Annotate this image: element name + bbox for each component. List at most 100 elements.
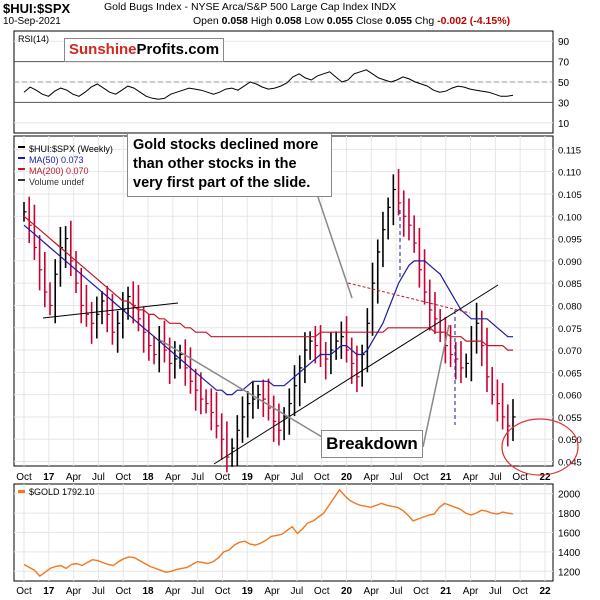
x-tick-label: 18 — [142, 472, 154, 483]
gold-x-tick-label: Oct — [314, 586, 330, 597]
x-tick-label: Oct — [215, 472, 231, 483]
gold-x-tick-label: Oct — [215, 586, 231, 597]
legend-entry: MA(200) 0.070 — [29, 166, 89, 176]
gold-tick-label: 1600 — [558, 529, 581, 540]
x-tick-label: Oct — [413, 472, 429, 483]
gold-line — [23, 488, 514, 578]
ma50-line — [23, 224, 513, 396]
main-tick-label: 0.045 — [558, 458, 582, 469]
logo-text-part2: Profits.com — [136, 41, 220, 58]
callout-annotation: Gold stocks declined more than other sto… — [127, 133, 332, 197]
breakdown-annotation: Breakdown — [321, 430, 423, 458]
legend-swatch — [18, 146, 25, 148]
main-tick-label: 0.090 — [558, 257, 582, 268]
main-tick-label: 0.070 — [558, 346, 582, 357]
gold-legend-swatch — [18, 490, 25, 493]
gold-x-tick-label: Oct — [16, 586, 32, 597]
gold-x-tick-label: Jul — [291, 586, 304, 597]
rsi-tick-label: 90 — [558, 37, 570, 48]
gold-x-tick-label: Oct — [413, 586, 429, 597]
pointer-line-breakdown-a — [159, 339, 328, 441]
x-tick-label: Oct — [314, 472, 330, 483]
gold-x-tick-label: Jul — [489, 586, 502, 597]
gold-panel: 1200 1400 1600 1800 2000 $GOLD 1792.10 — [14, 487, 581, 578]
annotation-lines — [42, 196, 579, 476]
rsi-tick-label: 10 — [558, 119, 570, 130]
x-tick-label: Oct — [16, 472, 32, 483]
chart-subtitle: Gold Bugs Index - NYSE Arca/S&P 500 Larg… — [104, 1, 397, 13]
gold-x-tick-label: 20 — [341, 586, 353, 597]
rsi-tick-label: 30 — [558, 98, 570, 109]
legend-entry: MA(50) 0.073 — [29, 155, 84, 165]
main-tick-label: 0.115 — [558, 145, 581, 156]
x-tick-label: Apr — [264, 472, 280, 483]
gold-x-tick-label: Jul — [390, 586, 403, 597]
gold-x-tick-label: 21 — [440, 586, 452, 597]
x-tick-label: Oct — [512, 472, 528, 483]
chart-date: 10-Sep-2021 — [3, 16, 61, 27]
main-tick-label: 0.095 — [558, 235, 582, 246]
pointer-line-breakdown-b — [422, 324, 450, 448]
pointer-line-callout — [317, 196, 353, 299]
x-tick-label: Apr — [463, 472, 479, 483]
gold-x-tick-label: Oct — [115, 586, 131, 597]
gold-x-tick-label: Apr — [66, 586, 82, 597]
low-value: 0.055 — [326, 15, 354, 27]
gold-tick-label: 2000 — [558, 490, 581, 501]
ma-crossover-line — [347, 282, 471, 314]
main-tick-label: 0.085 — [558, 279, 582, 290]
legend-entry: Volume undef — [29, 177, 85, 187]
ma200-line — [23, 215, 513, 351]
gold-x-tick-label: 18 — [142, 586, 154, 597]
gold-label: $GOLD 1792.10 — [29, 487, 95, 497]
gold-tick-label: 1400 — [558, 548, 581, 559]
legend-swatch — [18, 179, 25, 181]
sunshine-profits-logo: SunshineProfits.com — [64, 38, 225, 62]
gold-x-tick-label: Apr — [165, 586, 181, 597]
logo-text-part1: Sunshine — [69, 41, 137, 58]
gold-x-tick-label: Jul — [92, 586, 105, 597]
x-tick-label: 17 — [43, 472, 55, 483]
main-tick-label: 0.065 — [558, 368, 582, 379]
x-tick-label: 19 — [242, 472, 254, 483]
close-value: 0.055 — [385, 15, 412, 27]
gold-tick-label: 1800 — [558, 509, 581, 520]
rsi-label: RSI(14) — [18, 34, 49, 44]
gold-x-tick-label: Apr — [264, 586, 280, 597]
x-tick-label: Jul — [390, 472, 403, 483]
rsi-tick-label: 70 — [558, 58, 570, 69]
gold-tick-label: 1200 — [558, 567, 581, 578]
x-tick-label: 21 — [440, 472, 452, 483]
gold-x-tick-label: Apr — [364, 586, 380, 597]
x-tick-label: Jul — [489, 472, 502, 483]
main-tick-label: 0.080 — [558, 301, 582, 312]
target-circle — [501, 418, 579, 476]
chart-ticker: $HUI:$SPX — [3, 1, 71, 16]
open-label: Open — [193, 15, 219, 27]
high-value: 0.058 — [275, 15, 302, 27]
main-tick-label: 0.060 — [558, 391, 582, 402]
legend-swatch — [18, 168, 25, 170]
chg-label: Chg — [414, 15, 435, 27]
rsi-tick-label: 50 — [558, 78, 570, 89]
main-tick-label: 0.055 — [558, 413, 582, 424]
ohlc-quote: Open 0.058 High 0.058 Low 0.055 Close 0.… — [193, 15, 510, 27]
x-tick-label: Jul — [291, 472, 304, 483]
x-tick-label: 20 — [341, 472, 353, 483]
open-value: 0.058 — [221, 15, 248, 27]
x-tick-label: Oct — [115, 472, 131, 483]
chg-value: -0.002 (-4.15%) — [437, 15, 511, 27]
gold-x-tick-label: 17 — [43, 586, 55, 597]
gold-x-tick-label: 22 — [539, 586, 551, 597]
support-line-2017 — [42, 302, 179, 319]
uptrend-line — [213, 284, 499, 465]
main-tick-label: 0.105 — [558, 190, 582, 201]
x-tick-label: Apr — [165, 472, 181, 483]
main-tick-label: 0.100 — [558, 212, 582, 223]
main-tick-label: 0.075 — [558, 324, 582, 335]
main-tick-label: 0.110 — [558, 168, 581, 179]
x-tick-label: Apr — [364, 472, 380, 483]
rsi-panel: 10 30 50 70 90 RSI(14) — [14, 34, 570, 130]
